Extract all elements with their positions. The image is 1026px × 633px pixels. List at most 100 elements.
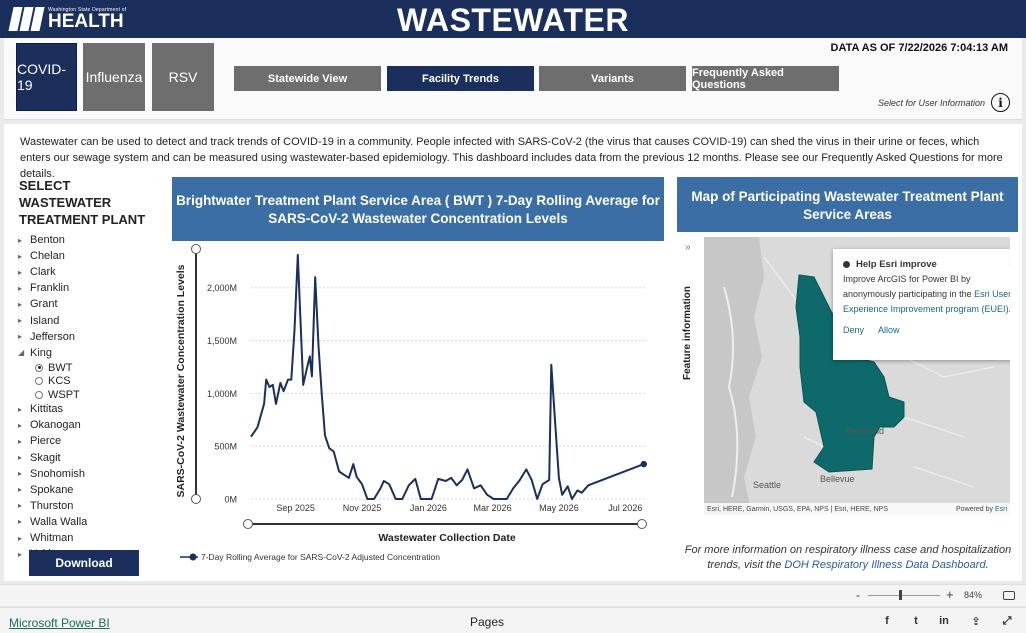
caret-right-icon[interactable]: ▸	[18, 332, 23, 342]
caret-right-icon[interactable]: ▸	[18, 517, 23, 527]
app-title: WASTEWATER	[397, 2, 629, 38]
county-item[interactable]: ▸ Grant	[14, 296, 160, 312]
statewide-view-button[interactable]: Statewide View	[234, 66, 381, 91]
county-item[interactable]: ▸ Pierce	[14, 433, 160, 449]
county-item[interactable]: ▸ Benton	[14, 232, 160, 248]
county-label: Grant	[30, 298, 58, 311]
info-icon[interactable]: i	[991, 93, 1010, 112]
caret-right-icon[interactable]: ▸	[18, 485, 23, 495]
county-item[interactable]: ▸ Island	[14, 312, 160, 328]
power-bi-link[interactable]: Microsoft Power BI	[9, 616, 110, 630]
y-range-handle-top[interactable]	[191, 244, 201, 254]
close-icon[interactable]: ✕	[1008, 255, 1010, 270]
county-item[interactable]: ◢ King	[14, 345, 160, 361]
pages-button[interactable]: Pages	[470, 615, 505, 629]
share-icon[interactable]: ⇪	[971, 615, 981, 628]
fullscreen-icon[interactable]: ⤢	[1002, 614, 1012, 627]
feature-information-tab[interactable]: Feature information	[682, 286, 693, 380]
user-info-button[interactable]: Select for User Information i	[878, 93, 1010, 112]
county-label: King	[30, 346, 53, 359]
doh-dashboard-link[interactable]: DOH Respiratory Illness Data Dashboard	[784, 559, 986, 571]
county-item[interactable]: ▸ Thurston	[14, 498, 160, 514]
faq-button[interactable]: Frequently Asked Questions	[692, 66, 839, 91]
caret-right-icon[interactable]: ▸	[18, 533, 23, 543]
tab-rsv[interactable]: RSV	[152, 43, 214, 111]
zoom-out-button[interactable]: -	[856, 588, 860, 602]
county-item[interactable]: ▸ Walla Walla	[14, 514, 160, 530]
download-button[interactable]: Download	[29, 550, 139, 576]
facility-slicer-title: SELECT WASTEWATER TREATMENT PLANT	[19, 178, 146, 227]
county-item[interactable]: ▸ Snohomish	[14, 466, 160, 482]
y-range-handle-bottom[interactable]	[191, 494, 201, 504]
euei-link[interactable]: Esri User Experience Improvement program…	[843, 289, 1010, 314]
facebook-icon[interactable]: f	[885, 615, 889, 627]
y-axis-label: SARS-CoV-2 Wastewater Concentration Leve…	[175, 264, 187, 497]
caret-right-icon[interactable]: ▸	[18, 420, 23, 430]
bwt-service-area[interactable]	[795, 274, 905, 473]
y-tick-label: 500M	[214, 442, 237, 452]
county-list: ▸ Benton ▸ Chelan ▸ Clark ▸ Franklin ▸ Grant ▸ Isla…	[14, 232, 160, 562]
county-item[interactable]: ▸ Okanogan	[14, 417, 160, 433]
map-canvas[interactable]: Redmond Seattle Bellevue Help Esri impro…	[704, 237, 1010, 515]
caret-right-icon[interactable]: ▸	[18, 469, 23, 479]
tab-covid-19[interactable]: COVID-19	[16, 43, 77, 111]
radio-selected-icon[interactable]	[35, 363, 43, 372]
twitter-icon[interactable]: t	[914, 615, 918, 627]
user-info-label: Select for User Information	[877, 97, 985, 108]
caret-right-icon[interactable]: ▸	[18, 299, 23, 309]
tab-influenza[interactable]: Influenza	[83, 43, 145, 111]
county-item[interactable]: ▸ Spokane	[14, 482, 160, 498]
county-item[interactable]: ▸ Jefferson	[14, 329, 160, 345]
footer-bar: Microsoft Power BI Pages f t in ⇪ ⤢	[0, 607, 1026, 633]
allow-button[interactable]: Allow	[878, 325, 900, 335]
expand-chevron-icon[interactable]: »	[685, 242, 691, 253]
zoom-slider[interactable]	[868, 595, 940, 596]
caret-right-icon[interactable]: ▸	[18, 549, 23, 559]
caret-right-icon[interactable]: ▸	[18, 283, 23, 293]
caret-right-icon[interactable]: ▸	[18, 235, 23, 245]
caret-right-icon[interactable]: ▸	[18, 436, 23, 446]
county-item[interactable]: ▸ Skagit	[14, 450, 160, 466]
county-item[interactable]: ▸ Whitman	[14, 530, 160, 546]
linkedin-icon[interactable]: in	[939, 615, 949, 627]
radio-icon[interactable]	[35, 377, 43, 385]
county-label: Island	[30, 314, 60, 327]
radio-icon[interactable]	[35, 390, 43, 399]
county-item[interactable]: ▸ Chelan	[14, 248, 160, 264]
facility-option[interactable]: BWT	[14, 361, 160, 375]
deny-button[interactable]: Deny	[843, 325, 865, 335]
y-tick-label: 1,000M	[207, 389, 237, 399]
caret-right-icon[interactable]: ▸	[18, 316, 23, 326]
zoom-in-button[interactable]: +	[946, 587, 954, 602]
fit-to-page-icon[interactable]	[1003, 591, 1015, 600]
legend-entry[interactable]: 7-Day Rolling Average for SARS-CoV-2 Adj…	[201, 552, 440, 562]
zoom-slider-thumb[interactable]	[899, 590, 902, 600]
county-label: Okanogan	[30, 419, 81, 432]
caret-right-icon[interactable]: ▸	[18, 501, 23, 511]
caret-right-icon[interactable]: ▸	[18, 251, 23, 261]
trend-chart-panel: Brightwater Treatment Plant Service Area…	[172, 177, 664, 579]
caret-down-icon[interactable]: ◢	[18, 348, 25, 358]
county-item[interactable]: ▸ Kittitas	[14, 401, 160, 417]
county-item[interactable]: ▸ Franklin	[14, 280, 160, 296]
x-tick-label: Nov 2025	[343, 503, 382, 513]
map-label-bellevue: Bellevue	[820, 474, 855, 484]
esri-link[interactable]: Esri	[994, 505, 1007, 513]
line-chart: SARS-CoV-2 Wastewater Concentration Leve…	[175, 244, 648, 562]
map-title: Map of Participating Wastewater Treatmen…	[677, 177, 1018, 232]
x-range-handle-right[interactable]	[637, 519, 647, 529]
x-tick-label: Sep 2025	[276, 503, 315, 513]
caret-right-icon[interactable]: ▸	[18, 267, 23, 277]
logo-big-text: HEALTH	[48, 11, 124, 32]
facility-option-label: BWT	[48, 361, 73, 374]
facility-trends-button[interactable]: Facility Trends	[387, 66, 534, 91]
legend-marker-icon	[189, 553, 197, 561]
facility-option[interactable]: WSPT	[14, 388, 160, 402]
caret-right-icon[interactable]: ▸	[18, 453, 23, 463]
variants-button[interactable]: Variants	[539, 66, 686, 91]
facility-option[interactable]: KCS	[14, 374, 160, 388]
x-range-handle-left[interactable]	[243, 519, 253, 529]
caret-right-icon[interactable]: ▸	[18, 404, 23, 414]
county-label: Chelan	[30, 250, 65, 263]
county-item[interactable]: ▸ Clark	[14, 264, 160, 280]
